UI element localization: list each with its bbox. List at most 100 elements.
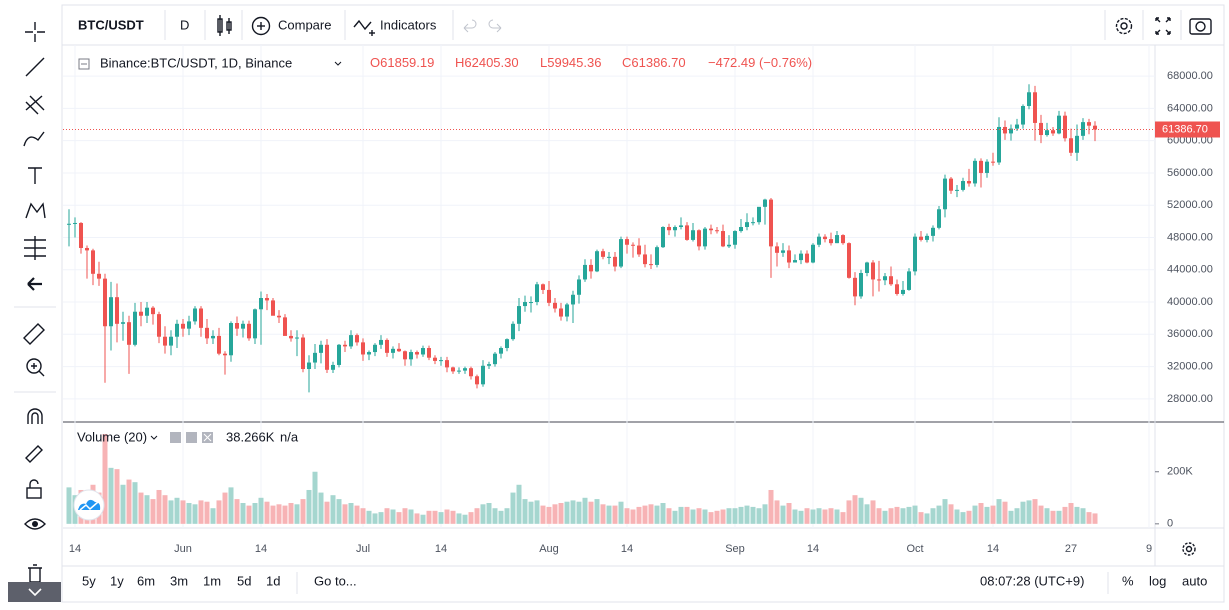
candle-body [277,315,281,318]
candle-body [955,189,959,191]
period-button[interactable]: 5y [82,573,96,588]
candle-body [1033,92,1037,123]
stay-drawing-tool[interactable] [25,445,43,463]
hide-toolbar[interactable] [27,277,42,291]
candle-body [295,337,299,339]
candle-body [805,253,809,263]
volume-bar [690,509,696,524]
period-button[interactable]: 3m [170,573,188,588]
toolbar-expand[interactable] [8,582,61,602]
volume-bar [408,509,414,524]
candle-body [847,243,851,278]
candle-body [241,323,245,329]
period-button[interactable]: 1d [266,573,280,588]
period-button[interactable]: 5d [237,573,251,588]
candle-body [193,308,197,322]
volume-bar [1044,508,1050,524]
visibility-tool[interactable] [24,518,46,530]
log-toggle[interactable]: log [1149,573,1166,588]
volume-bar [876,508,882,524]
y-tick-label: 60000.00 [1167,135,1213,147]
volume-legend[interactable]: Volume (20) [77,429,147,444]
volume-bar [600,504,606,524]
candle-body [469,368,473,377]
logo[interactable] [73,489,105,521]
percent-toggle[interactable]: % [1122,573,1134,588]
chart-style-button[interactable] [217,15,232,36]
volume-bar [390,509,396,524]
volume-bar [402,508,408,524]
fib-tool[interactable] [25,95,45,115]
volume-bar [708,512,714,524]
volume-bar [360,508,366,524]
candle-body [769,199,773,247]
candle-body [289,335,293,339]
frame [61,4,1225,603]
snapshot-button[interactable] [1189,18,1212,35]
symbol[interactable]: BTC/USDT [78,17,144,32]
crosshair-tool[interactable] [25,22,45,42]
candle-body [109,297,113,327]
auto-toggle[interactable]: auto [1182,573,1207,588]
axis-settings[interactable] [1182,542,1196,556]
volume-bar [960,512,966,524]
settings-button[interactable] [1115,17,1133,35]
volume-bar [108,467,114,524]
volume-bar [264,501,270,524]
volume-bar [930,508,936,524]
collapse-button[interactable] [78,58,90,70]
candle-body [187,321,191,329]
indicators-button[interactable]: Indicators [353,17,437,36]
interval[interactable]: D [180,17,189,32]
volume-dropdown[interactable] [150,435,158,440]
lock-tool[interactable] [26,479,42,499]
volume-bar [174,497,180,524]
measure-tool[interactable] [23,323,45,345]
candle-body [673,227,677,231]
candle-body [73,222,77,224]
undo-button[interactable] [463,19,477,33]
candle-body [301,337,305,369]
candle-body [1045,130,1049,136]
candle-body [1075,135,1079,153]
candle-body [703,228,707,247]
volume-bar [948,504,954,524]
goto-button[interactable]: Go to... [314,573,357,588]
x-tick-label: 27 [1065,543,1077,555]
volume-bar [216,500,222,524]
zoom-tool[interactable] [26,358,45,377]
last-price-box [1155,121,1220,138]
candle-body [949,178,953,191]
legend-dropdown[interactable] [334,61,342,66]
x-tick-label: 14 [621,543,633,555]
period-button[interactable]: 1m [203,573,221,588]
period-button[interactable]: 6m [137,573,155,588]
candle-body [889,276,893,285]
candle-body [475,376,479,385]
prediction-tool[interactable] [24,236,46,260]
brush-tool[interactable] [23,131,45,147]
candle-body [1081,122,1085,136]
candle-body [559,308,563,317]
pattern-tool[interactable] [25,202,46,219]
volume-controls[interactable] [170,432,213,443]
fullscreen-button[interactable] [1155,17,1171,35]
compare-button[interactable]: Compare [251,16,332,36]
magnet-tool[interactable] [27,408,43,424]
candle-body [667,227,671,231]
volume-bar [996,499,1002,524]
period-button[interactable]: 1y [110,573,124,588]
volume-bar [738,506,744,524]
legend-symbol[interactable]: Binance:BTC/USDT, 1D, Binance [100,55,292,70]
candle-body [733,231,737,245]
volume-bar [894,506,900,524]
candle-body [217,335,221,354]
trend-line-tool[interactable] [25,57,45,77]
redo-button[interactable] [488,19,502,33]
text-tool[interactable] [28,167,42,184]
volume-bar [468,512,474,524]
candle-body [313,352,317,363]
volume-bar [1080,508,1086,524]
candle-body [811,244,815,263]
open-value: 61859.19 [380,55,434,70]
